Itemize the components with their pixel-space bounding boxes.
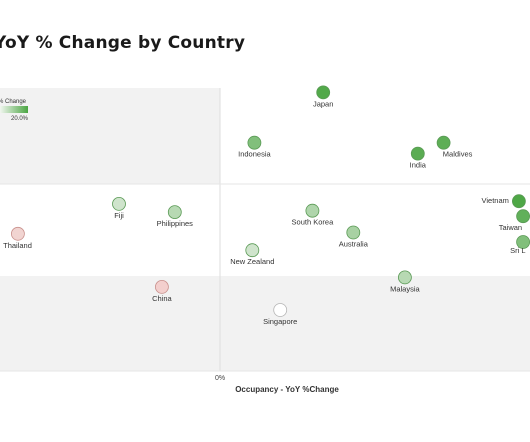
axes: 0% Occupancy - YoY %Change [0, 88, 530, 394]
point-label-fiji: Fiji [114, 211, 124, 220]
point-new-zealand[interactable] [245, 243, 260, 258]
legend-max-label: 20.0% [11, 116, 29, 122]
point-label-indonesia: Indonesia [238, 150, 271, 159]
point-china[interactable] [154, 279, 169, 294]
point-philippines[interactable] [167, 205, 182, 220]
point-japan[interactable] [316, 85, 331, 100]
point-label-australia: Australia [339, 240, 369, 249]
point-australia[interactable] [346, 225, 361, 240]
point-vietnam[interactable] [512, 194, 526, 209]
point-india[interactable] [410, 146, 425, 161]
point-label-sri-lanka: Sri L [510, 246, 525, 255]
point-label-taiwan: Taiwan [499, 223, 522, 232]
color-legend: % Change 20.0% [0, 99, 29, 122]
point-label-malaysia: Malaysia [390, 284, 420, 293]
point-label-maldives: Maldives [443, 150, 473, 159]
point-label-south-korea: South Korea [292, 218, 335, 227]
band-lower [0, 276, 530, 371]
point-indonesia[interactable] [247, 135, 262, 150]
point-south-korea[interactable] [305, 203, 320, 218]
band-upper-left [0, 88, 220, 184]
point-label-new-zealand: New Zealand [230, 257, 274, 266]
point-singapore[interactable] [273, 303, 288, 317]
legend-title: % Change [0, 99, 27, 105]
background-bands [0, 88, 530, 371]
point-label-philippines: Philippines [157, 219, 194, 228]
data-marks: Japan Indonesia India Maldives Fiji Philippin… [3, 85, 530, 326]
point-label-india: India [410, 161, 427, 170]
point-label-japan: Japan [313, 99, 333, 108]
x-axis-label: Occupancy - YoY %Change [235, 385, 339, 394]
point-label-singapore: Singapore [263, 317, 297, 326]
point-fiji[interactable] [112, 196, 126, 211]
x-tick-label: 0% [215, 375, 225, 382]
point-thailand[interactable] [10, 226, 25, 241]
point-label-thailand: Thailand [3, 241, 32, 250]
point-malaysia[interactable] [397, 270, 412, 285]
point-maldives[interactable] [436, 135, 451, 150]
point-taiwan[interactable] [516, 209, 530, 224]
point-label-vietnam: Vietnam [482, 196, 509, 205]
legend-gradient-bar [0, 106, 28, 113]
chart-title: YoY % Change by Country [0, 33, 246, 53]
point-label-china: China [152, 294, 172, 303]
